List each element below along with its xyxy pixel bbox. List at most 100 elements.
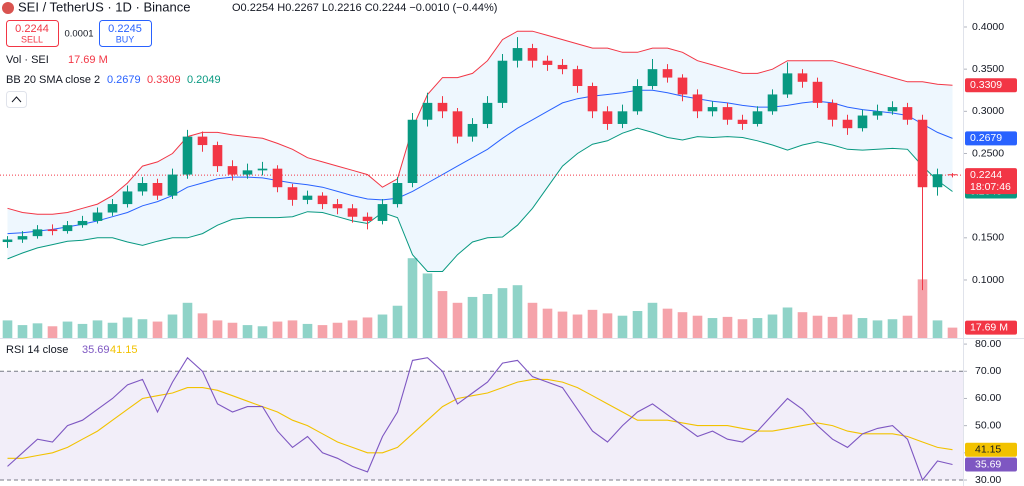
volume-bar [92,320,103,338]
volume-bar [857,318,868,338]
volume-bar [782,307,793,338]
candle-body [692,94,703,112]
bb-basis-value: 0.2679 [107,74,141,86]
buy-button[interactable] [99,20,152,47]
y-tick-label: 60.00 [975,392,1001,404]
volume-bar [407,258,418,338]
candle-body [677,77,688,95]
candle-body [167,174,178,196]
candle-body [617,111,628,124]
volume-bar [467,296,478,338]
candle-body [797,73,808,82]
candle-body [707,107,718,112]
buy-label: BUY [116,34,135,44]
candle-body [152,182,163,196]
candle-body [857,115,868,129]
sell-button[interactable] [6,20,59,47]
volume-bar [332,322,343,338]
volume-bar [212,320,223,338]
volume-bar [482,294,493,338]
rsi-tag-label: 35.69 [975,458,1001,470]
volume-bar [17,325,28,338]
candle-body [947,174,958,176]
candle-body [227,166,238,175]
volume-bar [227,322,238,338]
volume-bar [452,302,463,338]
candle-body [47,229,58,232]
symbol-icon [2,2,14,14]
volume-bar [722,316,733,338]
volume-bar [437,291,448,338]
candle-body [497,60,508,103]
bb-upper-value: 0.3309 [147,74,181,86]
rsi-ma-legend-value: 41.15 [110,344,138,356]
volume-bar [302,323,313,338]
volume-bar [167,314,178,338]
volume-bar [347,320,358,338]
volume-bar [512,285,523,338]
volume-bar [647,302,658,338]
candle-body [362,216,373,221]
volume-bar [572,314,583,338]
candle-body [662,69,673,78]
bb-basis-tag-label: 0.2679 [970,132,1002,144]
volume-bar [272,321,283,338]
volume-bar [602,313,613,338]
volume-bar [182,302,193,338]
rsi-tag-label: 41.15 [975,443,1001,455]
bb-upper [7,30,953,215]
candle-body [377,204,388,221]
volume-bar [497,288,508,338]
collapse-button[interactable] [6,91,27,108]
candle-body [737,119,748,124]
volume-bar [152,321,163,338]
candle-body [917,119,928,188]
volume-bar [32,323,43,338]
candle-body [197,136,208,146]
candle-body [212,145,223,167]
candle-body [407,119,418,183]
last-price-countdown: 18:07:46 [970,181,1011,193]
rsi-tag [965,442,1017,457]
candle-body [182,136,193,175]
candle-body [557,64,568,70]
candle-body [257,168,268,171]
candle-body [107,204,118,213]
candle-body [392,182,403,205]
volume-bar [887,319,898,338]
y-tick-label: 0.2500 [972,147,1004,159]
bb-basis [7,89,953,235]
volume-bar [662,308,673,338]
y-tick-label: 50.00 [975,419,1001,431]
candle-body [422,102,433,120]
volume-bar [317,325,328,338]
volume-bar [77,323,88,338]
candle-body [812,81,823,103]
volume-bar [392,305,403,338]
last-price-tag-label: 0.2244 [970,169,1002,181]
candle-body [887,107,898,112]
bb-upper-tag [965,78,1017,93]
y-tick-label: 0.1000 [972,274,1004,286]
candle-body [467,123,478,137]
buy-price: 0.2245 [108,23,142,35]
candle-body [782,73,793,95]
candle-body [452,111,463,137]
rsi-pane [0,343,967,482]
volume-bar [692,315,703,338]
candle-body [632,86,643,112]
volume-bar [842,314,853,338]
volume-bar [707,318,718,338]
candle-body [527,48,538,61]
candle-body [902,107,913,120]
candle-body [647,69,658,87]
volume-bar [377,314,388,338]
volume-bar [872,320,883,338]
volume-bar [137,319,148,338]
volume-bar [287,320,298,338]
bb-lower [7,127,953,272]
volume-bar [917,279,928,338]
volume-bar [827,316,838,338]
candle-body [77,220,88,226]
